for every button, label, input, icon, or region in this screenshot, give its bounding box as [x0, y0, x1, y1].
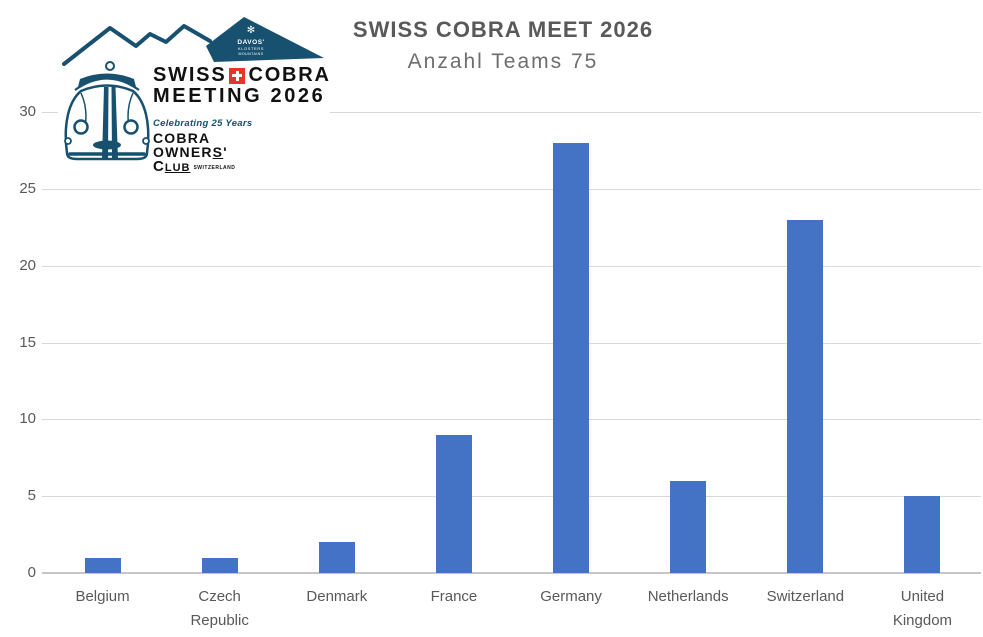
bar-netherlands: [670, 480, 707, 573]
x-axis-tick-label: Czech Republic: [190, 588, 249, 629]
y-gridline: [42, 188, 981, 190]
mountain-badge: [206, 17, 324, 62]
y-axis-tick-label: 25: [19, 179, 36, 197]
mountain-badge-line3: MOUNTAINS: [239, 52, 264, 56]
y-gridline: [42, 572, 981, 574]
x-axis-tick-label: Denmark: [306, 588, 368, 605]
bar-france: [435, 434, 472, 573]
bar-denmark: [318, 542, 355, 573]
edelweiss-icon: ✻: [247, 25, 255, 36]
cobra-car-icon: [64, 61, 150, 161]
bar-germany: [553, 142, 590, 573]
club-name-line1: COBRA: [153, 130, 211, 146]
y-gridline: [42, 342, 981, 344]
club-name-line3: CLUB SWITZERLAND: [153, 158, 236, 175]
x-axis-tick-label: United Kingdom: [892, 588, 953, 629]
logo-artwork: ✻ DAVOS' KLOSTERS MOUNTAINS: [58, 8, 330, 178]
x-axis-tick-label: Belgium: [75, 588, 130, 605]
chart-subtitle: Anzahl Teams 75: [407, 50, 599, 73]
y-axis-tick-label: 5: [27, 487, 36, 505]
mountain-badge-line1: DAVOS': [237, 39, 264, 46]
club-country-label: SWITZERLAND: [193, 165, 236, 171]
y-gridline: [42, 419, 981, 421]
logo-title-line2: MEETING 2026: [153, 85, 326, 107]
mountain-ridge-icon: [62, 24, 212, 66]
logo-wordmark: SWISS COBRA MEETING 2026 Celebrating 25 Y…: [153, 65, 330, 176]
y-axis-tick-label: 10: [19, 410, 36, 428]
y-axis-tick-label: 20: [19, 256, 36, 274]
club-logo: ✻ DAVOS' KLOSTERS MOUNTAINS: [58, 8, 330, 178]
bar-switzerland: [787, 219, 824, 573]
swiss-cross-icon: [229, 67, 246, 84]
chart-title: SWISS COBRA MEET 2026: [352, 17, 654, 42]
x-axis-tick-label: France: [430, 588, 478, 605]
logo-title-swiss: SWISS: [153, 64, 227, 86]
x-axis-tick-label: Netherlands: [647, 588, 729, 605]
logo-title-cobra: COBRA: [248, 64, 331, 86]
x-axis-tick-label: Germany: [540, 588, 602, 605]
club-name-line2: OWNERS': [153, 144, 228, 160]
mountain-badge-line2: KLOSTERS: [238, 46, 264, 51]
y-gridline: [42, 112, 981, 113]
y-axis-tick-label: 30: [19, 103, 36, 120]
x-axis-tick-label: Switzerland: [766, 588, 845, 605]
y-gridline: [42, 496, 981, 498]
logo-tagline: Celebrating 25 Years: [153, 118, 253, 129]
bar-czech-republic: [201, 557, 238, 573]
logo-title-line1: SWISS COBRA: [153, 65, 330, 86]
y-gridline: [42, 265, 981, 267]
bar-belgium: [84, 557, 121, 573]
y-axis-tick-label: 15: [19, 333, 36, 351]
bar-united-kingdom: [904, 496, 941, 573]
y-axis-tick-label: 0: [27, 564, 36, 581]
